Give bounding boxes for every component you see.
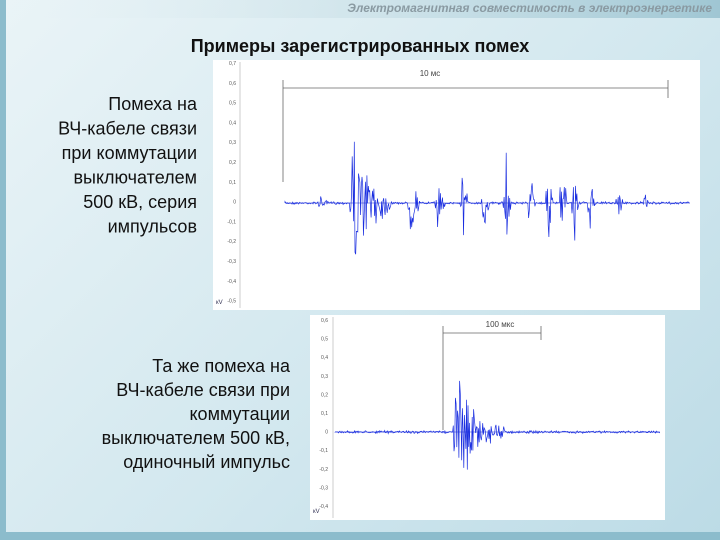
caption-line: 500 кВ, серия	[83, 192, 197, 212]
axis-label: -0,3	[319, 485, 328, 491]
plot-top: 10 мс 0,7 0,6 0,5 0,4 0,3 0,2 0,1 0 -0,1 -0,2 -0,3 -…	[213, 60, 700, 310]
axis-label: 0	[325, 430, 328, 436]
axis-label: -0,2	[319, 467, 328, 473]
axis-label: 0,6	[229, 81, 236, 87]
subject: Электромагнитная совместимость в электро…	[347, 1, 712, 15]
caption-line: при коммутации	[62, 143, 197, 163]
axis-unit: кV	[313, 509, 320, 515]
axis-label: -0,1	[319, 448, 328, 454]
axis-label: 0,4	[229, 120, 236, 126]
axis-label: 0,5	[229, 101, 236, 107]
axis-label: 0	[233, 200, 236, 206]
axis-label: 0,2	[229, 160, 236, 166]
scale-label: 10 мс	[420, 69, 441, 78]
axis-label: 0,2	[321, 392, 328, 398]
axis-label: 0,1	[229, 180, 236, 186]
caption-line: одиночный импульс	[123, 452, 290, 472]
axis-label: -0,4	[319, 504, 328, 510]
caption-line: выключателем	[73, 168, 197, 188]
caption-line: импульсов	[108, 217, 197, 237]
axis-label: -0,5	[227, 299, 236, 305]
axis-label: 0,3	[321, 374, 328, 380]
axis-label: 0,4	[321, 355, 328, 361]
header-bar	[0, 0, 720, 18]
caption-line: ВЧ-кабеле связи	[58, 119, 197, 139]
axis-label: -0,1	[227, 219, 236, 225]
axis-label: 0,6	[321, 318, 328, 324]
caption-line: коммутации	[189, 404, 290, 424]
waveform	[334, 380, 661, 470]
bottom-border	[0, 532, 720, 540]
plot-frame	[310, 315, 665, 520]
axis-label: 0,5	[321, 337, 328, 343]
scale-label: 100 мкс	[486, 320, 515, 329]
left-border	[0, 0, 6, 540]
axis-label: 0,1	[321, 411, 328, 417]
slide-title: Примеры зарегистрированных помех	[191, 36, 530, 56]
axis-label: 0,7	[229, 61, 236, 67]
caption-line: ВЧ-кабеле связи при	[116, 380, 290, 400]
plot-bottom: 100 мкс 0,6 0,5 0,4 0,3 0,2 0,1 0 -0,1 -0,2 -0,3 -0…	[310, 315, 665, 520]
caption-line: Помеха на	[108, 94, 198, 114]
axis-label: -0,2	[227, 239, 236, 245]
axis-label: -0,4	[227, 279, 236, 285]
plot-frame	[213, 60, 700, 310]
axis-label: -0,3	[227, 259, 236, 265]
caption-line: Та же помеха на	[152, 356, 291, 376]
caption-line: выключателем 500 кВ,	[102, 428, 290, 448]
axis-label: 0,3	[229, 140, 236, 146]
waveform	[284, 141, 690, 255]
axis-unit: кV	[216, 300, 223, 306]
